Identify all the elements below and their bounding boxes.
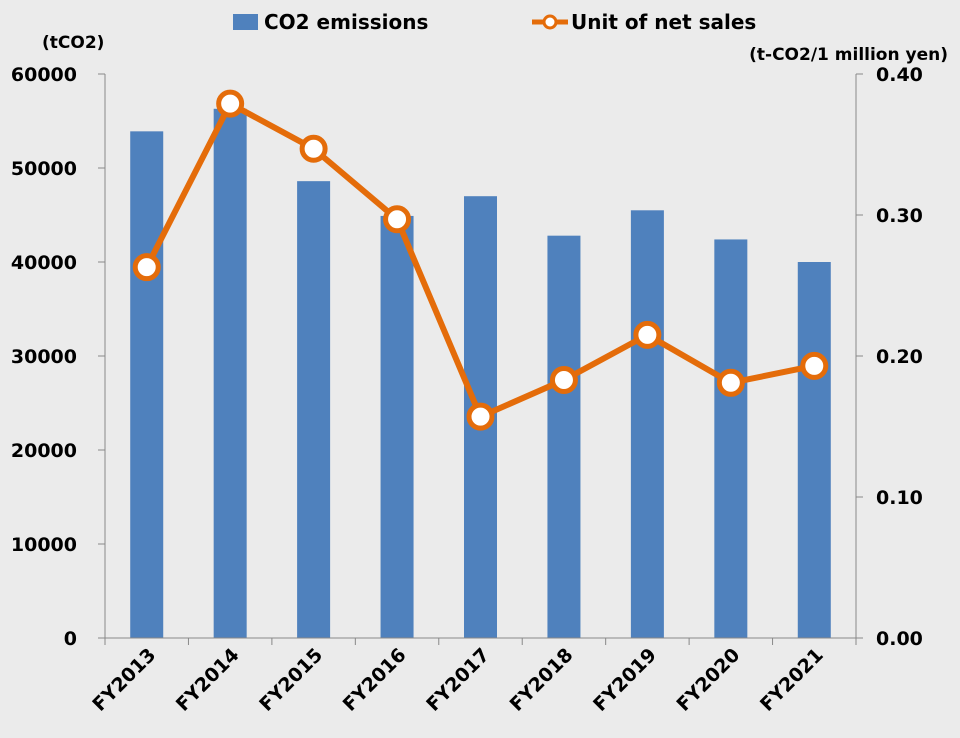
x-tick-label: FY2018 <box>506 644 578 716</box>
x-tick-label: FY2020 <box>673 644 745 716</box>
x-tick-label: FY2019 <box>589 644 661 716</box>
legend: CO2 emissions Unit of net sales <box>233 10 756 34</box>
x-tick-label: FY2013 <box>88 644 160 716</box>
point-FY2014 <box>216 89 245 118</box>
bar-FY2018 <box>547 235 581 638</box>
point-FY2013 <box>132 253 161 282</box>
y-left-unit-label: (tCO2) <box>42 33 104 53</box>
x-tick-label: FY2015 <box>255 644 327 716</box>
point-FY2021 <box>800 351 829 380</box>
bar-FY2013 <box>130 131 164 638</box>
x-tick-label: FY2021 <box>756 644 828 716</box>
bar-FY2019 <box>630 210 664 639</box>
y-left-tick-label: 30000 <box>11 346 77 368</box>
y-left-tick-label: 50000 <box>11 158 77 180</box>
legend-label-unit: Unit of net sales <box>571 10 756 34</box>
x-tick-label: FY2016 <box>339 644 411 716</box>
y-right-tick-label: 0.40 <box>876 64 923 86</box>
bar-FY2021 <box>797 262 831 638</box>
y-left-tick-label: 20000 <box>11 440 77 462</box>
point-FY2018 <box>549 365 578 394</box>
legend-label-co2: CO2 emissions <box>264 10 428 34</box>
y-right-tick-label: 0.20 <box>876 346 923 368</box>
x-tick-label: FY2017 <box>422 644 494 716</box>
x-tick-label: FY2014 <box>172 644 244 716</box>
y-left-tick-label: 60000 <box>11 64 77 86</box>
point-FY2016 <box>383 205 412 234</box>
axes <box>98 73 863 645</box>
point-FY2017 <box>466 402 495 431</box>
point-FY2020 <box>716 368 745 397</box>
y-left-tick-label: 10000 <box>11 534 77 556</box>
line-series <box>132 89 829 431</box>
bar-FY2015 <box>297 181 331 638</box>
point-FY2019 <box>633 320 662 349</box>
y-right-tick-label: 0.30 <box>876 205 923 227</box>
y-right-tick-label: 0.10 <box>876 487 923 509</box>
y-left-tick-label: 0 <box>64 628 77 650</box>
bar-FY2016 <box>380 215 414 638</box>
legend-swatch-marker <box>542 14 558 30</box>
point-FY2015 <box>299 134 328 163</box>
bar-FY2020 <box>714 239 748 638</box>
legend-swatch-co2 <box>233 14 258 30</box>
bar-FY2014 <box>213 108 247 638</box>
y-right-unit-label: (t-CO2/1 million yen) <box>749 45 948 65</box>
y-right-tick-label: 0.00 <box>876 628 923 650</box>
y-left-tick-label: 40000 <box>11 252 77 274</box>
